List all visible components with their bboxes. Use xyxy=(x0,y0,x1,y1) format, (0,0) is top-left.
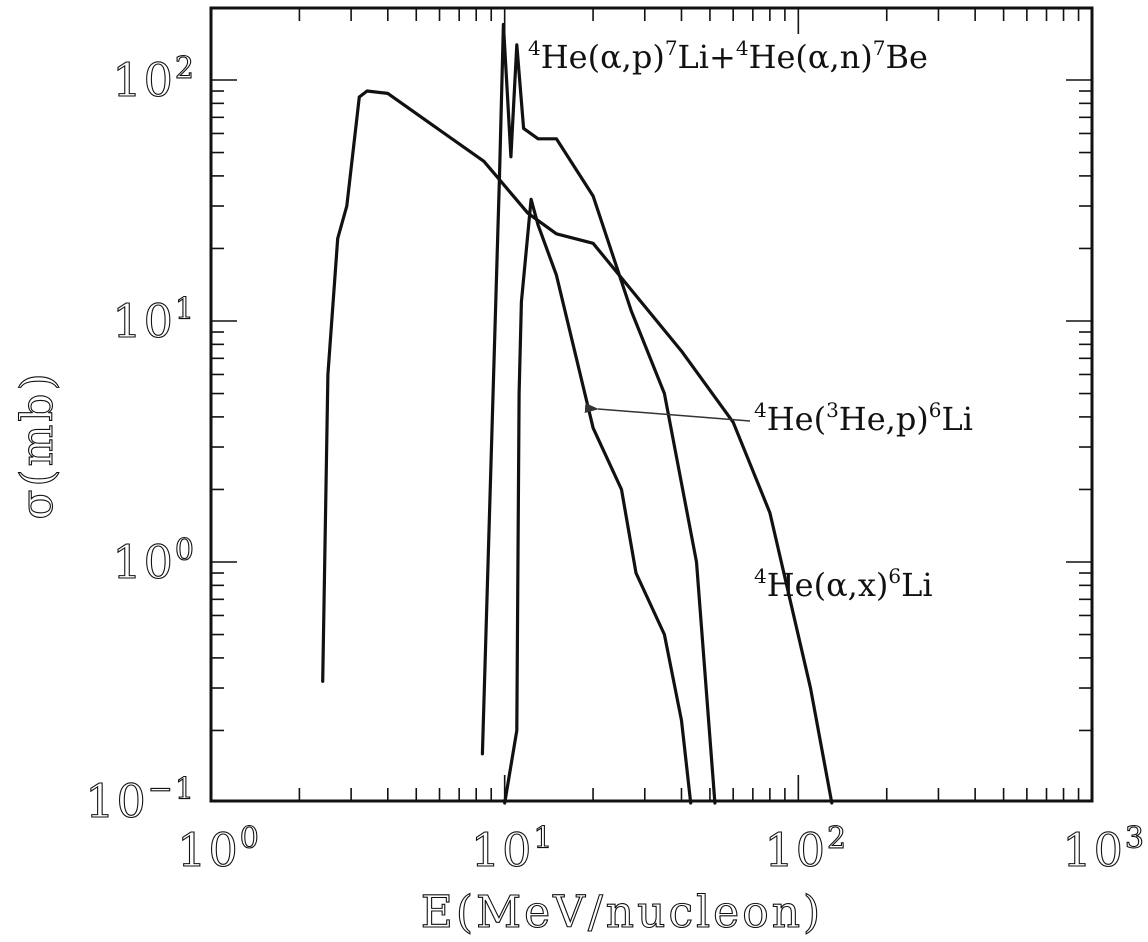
y-tick-labels: 10−1 100 101 102 xyxy=(85,50,196,828)
annotations: 4He(α,p)7Li+4He(α,n)7Be 4He(3He,p)6Li 4He(… xyxy=(528,36,973,604)
reaction-label-3: 4He(α,x)6Li xyxy=(754,564,933,604)
series-line-2 xyxy=(480,22,717,805)
x-tick-labels: 100 101 102 103 xyxy=(177,820,1146,877)
x-tick-label: 101 xyxy=(471,821,555,877)
series-group xyxy=(321,22,834,805)
y-tick-label: 102 xyxy=(112,51,196,107)
x-tick-label: 100 xyxy=(177,821,261,877)
y-axis-label: σ(mb) xyxy=(12,370,63,519)
reaction-label-2: 4He(3He,p)6Li xyxy=(754,398,973,438)
x-tick-label: 102 xyxy=(765,821,849,877)
x-tick-label: 103 xyxy=(1062,821,1146,877)
y-tick-label: 101 xyxy=(112,292,196,348)
y-tick-label: 100 xyxy=(112,533,196,589)
axis-ticks xyxy=(210,8,1092,801)
reaction-label-1: 4He(α,p)7Li+4He(α,n)7Be xyxy=(528,36,928,76)
annotation-arrow xyxy=(584,402,751,422)
plot-frame xyxy=(209,6,1094,803)
series-line-3 xyxy=(503,197,693,805)
series-line-1 xyxy=(321,89,834,805)
x-axis-label: E(MeV/nucleon) xyxy=(421,887,823,938)
y-tick-label: 10−1 xyxy=(85,772,196,828)
